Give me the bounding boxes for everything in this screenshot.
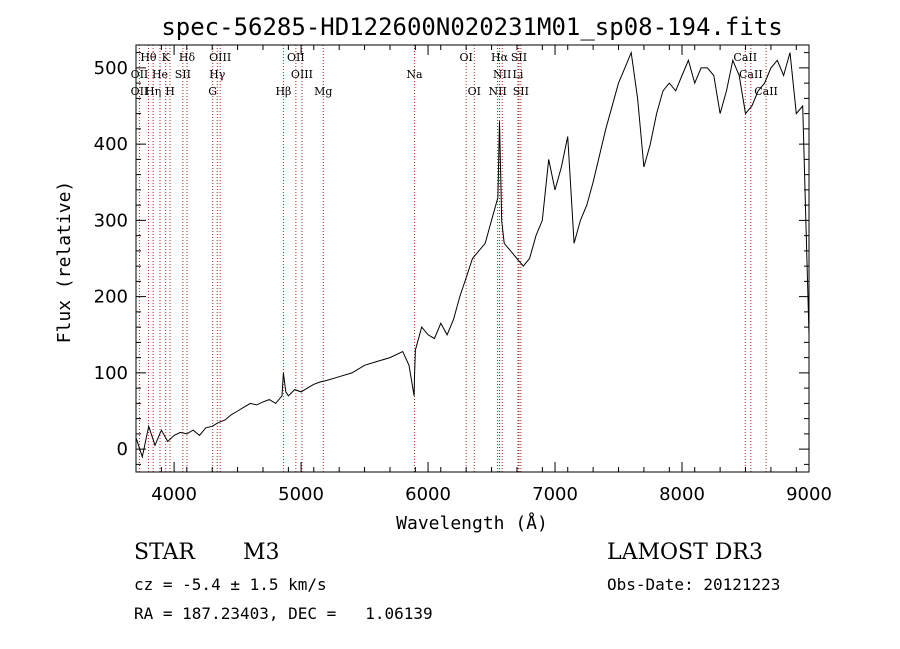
line-label-13: OIII	[291, 68, 313, 81]
y-tick-label-1: 100	[94, 363, 128, 384]
coordinates: RA = 187.23403, DEC = 1.06139	[134, 604, 433, 623]
x-tick-label-3: 7000	[532, 484, 578, 505]
line-label-5: OI	[459, 51, 472, 64]
line-label-21: G	[208, 85, 217, 98]
line-label-25: NII	[488, 85, 506, 98]
line-label-0: Hθ	[140, 51, 157, 64]
y-axis-label: Flux (relative)	[54, 181, 75, 344]
line-label-8: CaII	[733, 51, 757, 64]
x-tick-label-5: 9000	[786, 484, 832, 505]
line-label-19: Hη	[145, 85, 161, 98]
line-label-20: H	[165, 85, 175, 98]
observation-date: Obs-Date: 20121223	[607, 575, 781, 594]
line-label-2: Hδ	[179, 51, 196, 64]
object-subclass: M3	[243, 540, 280, 565]
line-label-7: SII	[511, 51, 527, 64]
spectral-line-markers	[138, 45, 767, 472]
x-tick-label-2: 6000	[405, 484, 451, 505]
line-label-22: Hβ	[275, 85, 291, 98]
line-label-6: Hα	[491, 51, 509, 64]
chart-title: spec-56285-HD122600N020231M01_sp08-194.f…	[161, 13, 782, 41]
plot-frame	[135, 44, 810, 473]
line-label-23: Mg	[314, 85, 332, 98]
line-label-17: CaII	[739, 68, 763, 81]
redshift-cz: cz = -5.4 ± 1.5 km/s	[134, 575, 327, 594]
line-label-1: K	[162, 51, 171, 64]
y-tick-label-5: 500	[94, 58, 128, 79]
line-label-26: SII	[513, 85, 529, 98]
line-label-4: OII	[287, 51, 305, 64]
line-label-12: Hγ	[209, 68, 226, 81]
line-label-15: NII	[493, 68, 511, 81]
spectrum-line	[135, 50, 810, 459]
line-label-10: He	[152, 68, 168, 81]
x-axis-label: Wavelength (Å)	[396, 512, 548, 534]
x-tick-label-1: 5000	[278, 484, 324, 505]
y-tick-label-4: 400	[94, 134, 128, 155]
line-label-14: Na	[406, 68, 423, 81]
line-label-9: OII	[131, 68, 149, 81]
line-label-18: OII	[131, 85, 149, 98]
x-tick-label-0: 4000	[151, 484, 197, 505]
line-label-3: OIII	[209, 51, 231, 64]
survey-name: LAMOST DR3	[607, 540, 763, 565]
line-label-24: OI	[468, 85, 481, 98]
y-tick-label-3: 300	[94, 210, 128, 231]
x-tick-label-4: 8000	[659, 484, 705, 505]
line-label-16: Li	[513, 68, 524, 81]
y-axis-ticks: 0 100 200 300 400 500	[94, 52, 809, 465]
line-label-11: SII	[175, 68, 191, 81]
y-tick-label-0: 0	[117, 439, 128, 460]
y-tick-label-2: 200	[94, 287, 128, 308]
object-class: STAR	[134, 540, 195, 565]
x-axis-ticks: 4000 5000 6000 7000 8000 9000	[135, 45, 832, 505]
